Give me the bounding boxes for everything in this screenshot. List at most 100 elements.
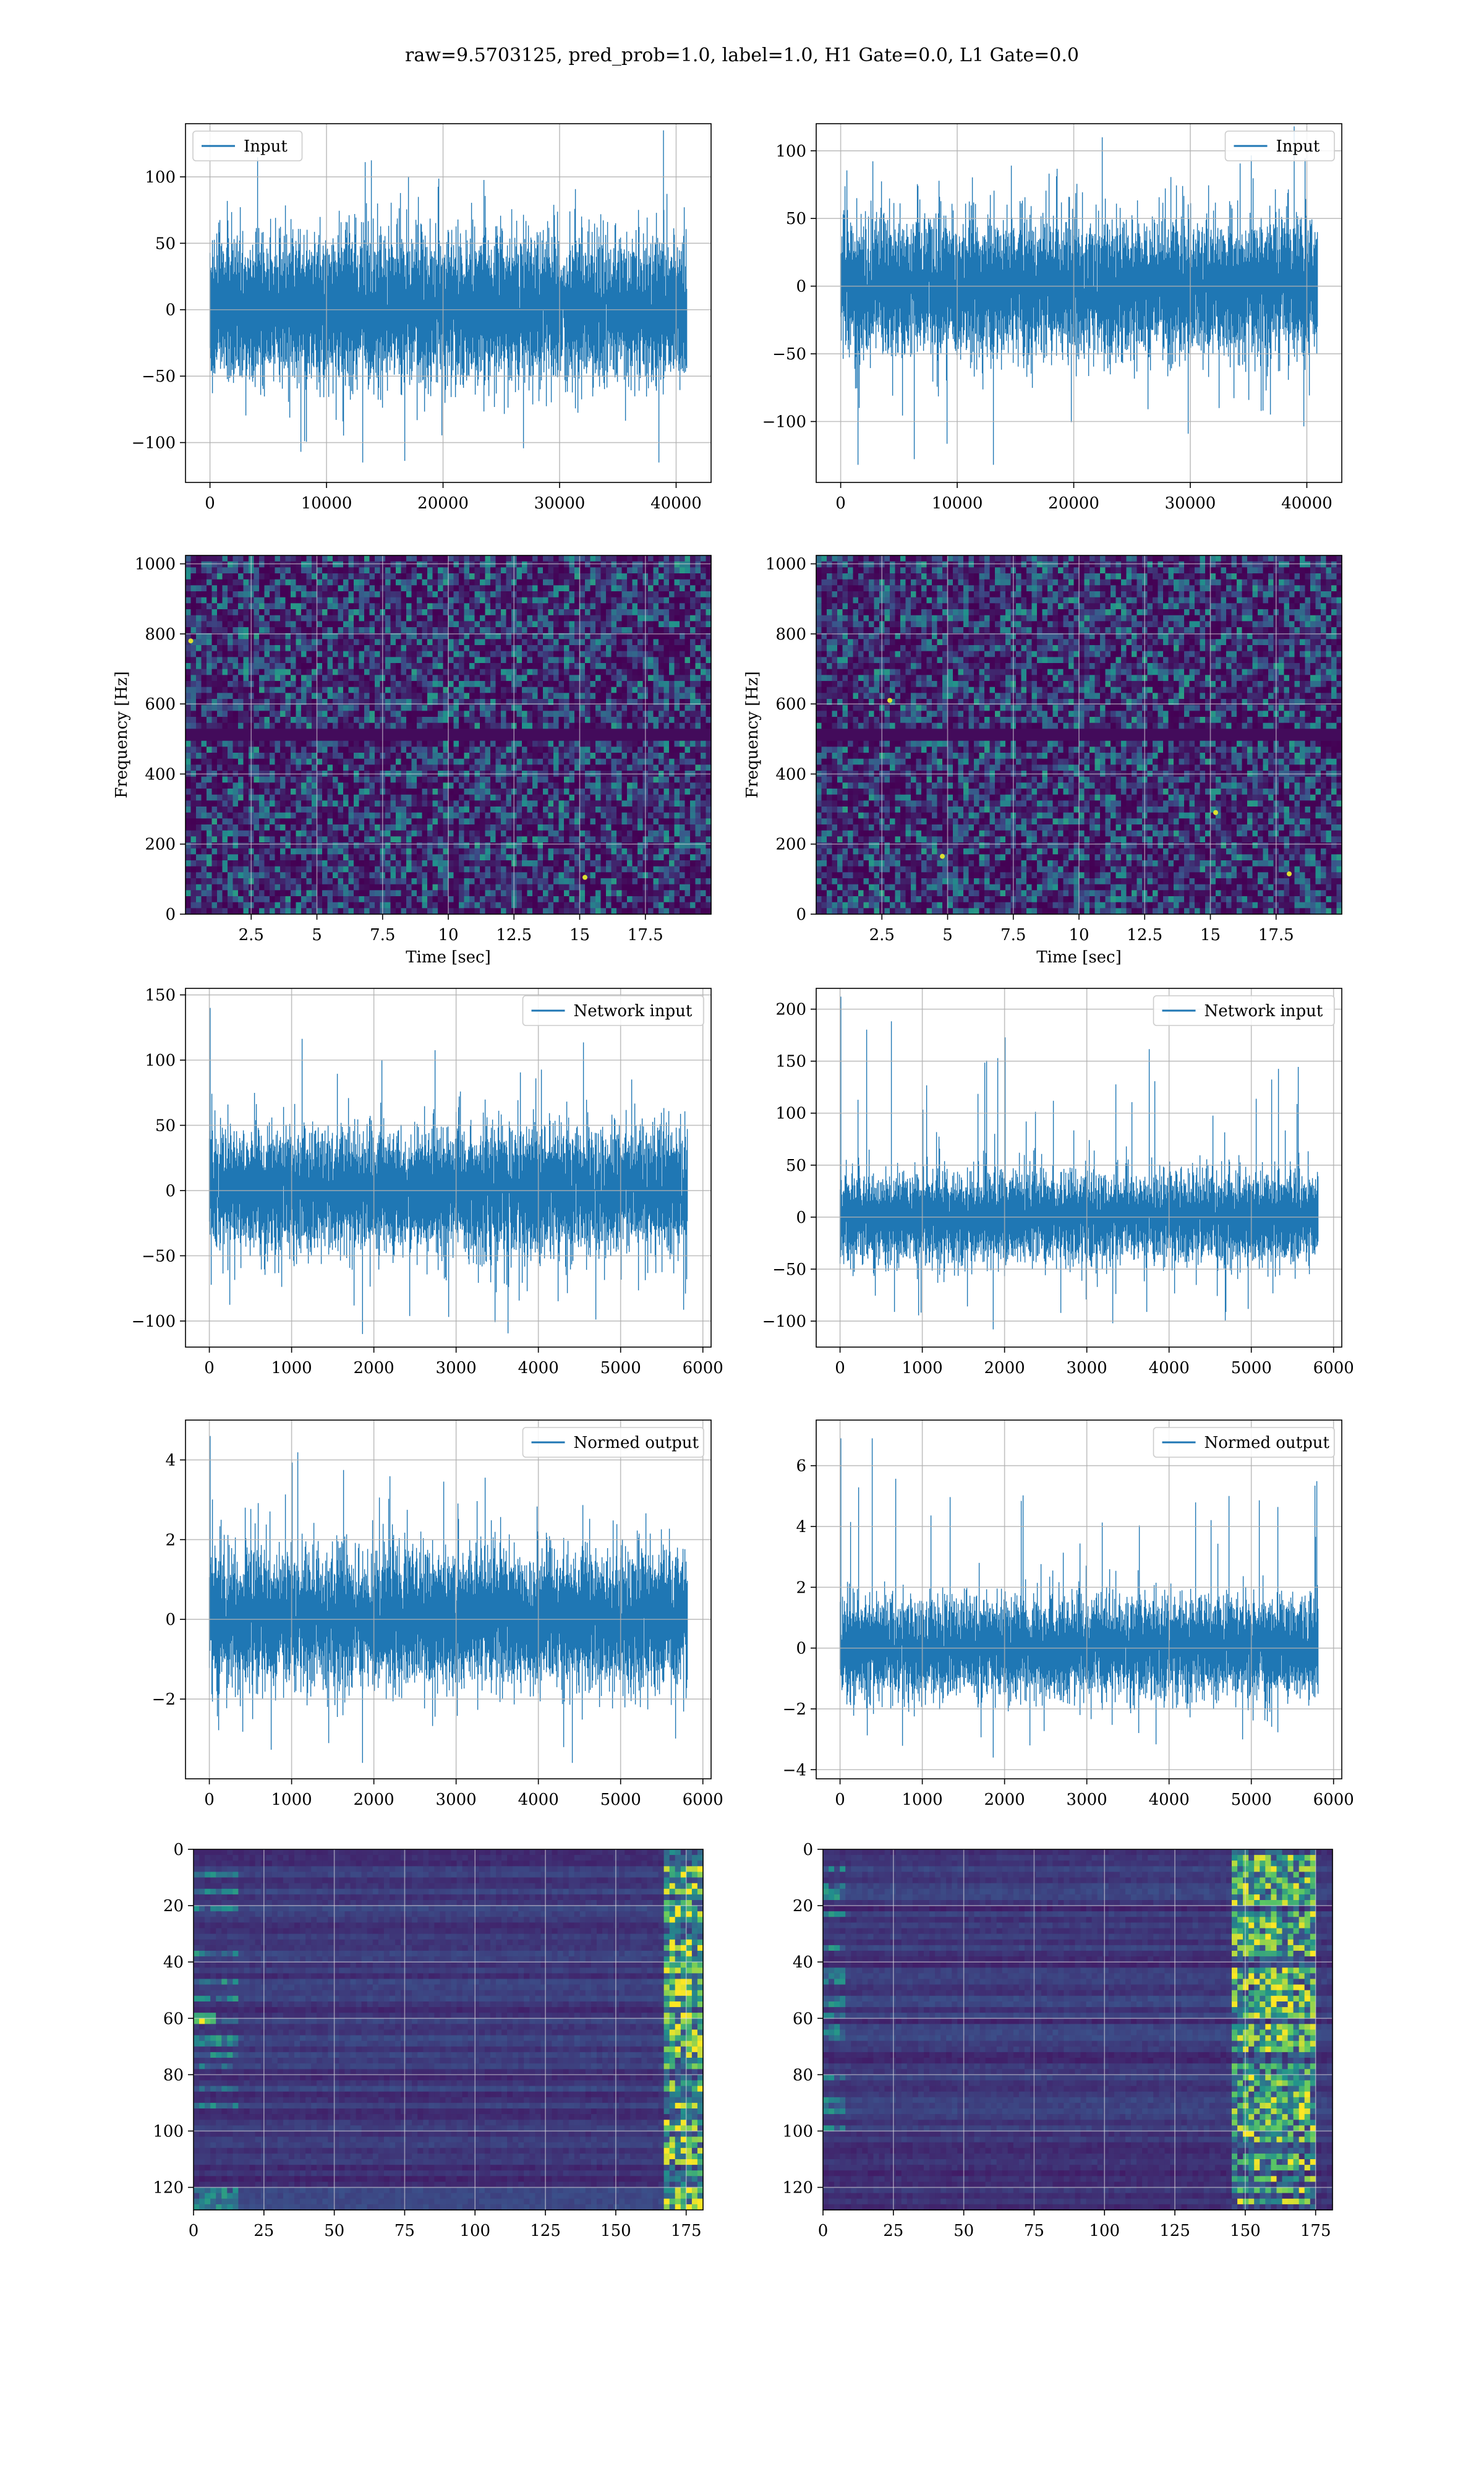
series-line <box>208 1008 688 1334</box>
x-tick-label: 0 <box>189 2222 199 2240</box>
y-tick-label: 2 <box>796 1578 806 1597</box>
x-tick-label: 2000 <box>984 1791 1025 1809</box>
series-line <box>209 130 688 463</box>
y-tick-label: 400 <box>145 765 176 784</box>
x-tick-label: 7.5 <box>1000 926 1026 944</box>
y-tick-label: 4 <box>796 1518 806 1536</box>
axes-frame <box>193 1849 704 2211</box>
x-tick-label: 25 <box>254 2222 274 2240</box>
y-tick-label: 1000 <box>765 555 806 574</box>
x-tick-label: 0 <box>818 2222 829 2240</box>
legend: Normed output <box>1153 1427 1335 1458</box>
y-tick-label: 200 <box>145 836 176 854</box>
y-tick-label: 50 <box>155 234 176 253</box>
y-tick-label: 0 <box>796 1209 806 1227</box>
x-tick-label: 3000 <box>436 1359 477 1377</box>
y-tick-label: −100 <box>762 1312 806 1331</box>
x-tick-label: 30000 <box>1165 494 1216 513</box>
x-tick-label: 125 <box>530 2222 561 2240</box>
x-tick-label: 40000 <box>1281 494 1333 513</box>
x-tick-label: 7.5 <box>370 926 395 944</box>
y-tick-label: 20 <box>793 1897 813 1915</box>
x-tick-label: 5 <box>942 926 953 944</box>
x-tick-label: 12.5 <box>1127 926 1162 944</box>
hot-spot <box>582 875 587 880</box>
legend: Network input <box>1153 995 1335 1026</box>
y-tick-label: 80 <box>163 2066 184 2084</box>
legend-box <box>192 131 303 161</box>
y-tick-label: 0 <box>796 278 806 296</box>
x-tick-label: 50 <box>953 2222 974 2240</box>
series-line <box>839 1438 1319 1758</box>
y-tick-label: 120 <box>153 2179 184 2198</box>
x-tick-label: 125 <box>1159 2222 1190 2240</box>
y-tick-label: 200 <box>775 1001 806 1019</box>
axes-frame <box>185 123 712 483</box>
features-h1-chart: 0 25 50 75 100 125 150 175 0 20 40 60 80 100 120 <box>153 1841 704 2240</box>
y-axis-label: Frequency [Hz] <box>113 671 131 798</box>
hot-spot <box>1287 871 1292 876</box>
axes-frame <box>816 1419 1342 1779</box>
y-tick-label: 40 <box>793 1953 813 1972</box>
x-tick-label: 10 <box>438 926 458 944</box>
x-tick-label: 4000 <box>518 1359 559 1377</box>
x-tick-label: 4000 <box>1149 1791 1190 1809</box>
x-tick-label: 0 <box>204 1359 215 1377</box>
legend-box <box>1153 995 1335 1026</box>
y-tick-label: −50 <box>772 1261 806 1279</box>
x-axis-label: Time [sec] <box>1036 948 1122 967</box>
x-tick-label: 75 <box>394 2222 415 2240</box>
y-tick-label: −100 <box>132 434 176 453</box>
y-tick-label: 4 <box>165 1451 176 1470</box>
y-tick-label: −50 <box>142 1247 176 1265</box>
hot-spot <box>940 854 945 859</box>
heatmap-image <box>823 1849 1333 2211</box>
axes-frame <box>185 988 712 1348</box>
x-tick-label: 0 <box>835 1791 845 1809</box>
y-tick-label: 0 <box>796 1640 806 1658</box>
x-tick-label: 40000 <box>650 494 702 513</box>
y-axis-label: Frequency [Hz] <box>743 671 762 798</box>
x-tick-label: 75 <box>1024 2222 1044 2240</box>
hot-spot <box>887 698 892 703</box>
x-tick-label: 6000 <box>1313 1359 1354 1377</box>
y-tick-label: 0 <box>803 1841 813 1859</box>
x-tick-label: 3000 <box>1067 1791 1107 1809</box>
x-tick-label: 1000 <box>902 1359 943 1377</box>
legend-label: Network input <box>1205 1002 1323 1021</box>
x-tick-label: 3000 <box>1067 1359 1107 1377</box>
x-axis-label: Time [sec] <box>406 948 491 967</box>
y-tick-label: 100 <box>775 1105 806 1123</box>
y-tick-label: −2 <box>783 1700 806 1719</box>
y-tick-label: 0 <box>796 905 806 924</box>
x-tick-label: 50 <box>324 2222 344 2240</box>
x-tick-label: 5000 <box>600 1791 641 1809</box>
legend-label: Normed output <box>574 1434 699 1452</box>
y-tick-label: 100 <box>782 2122 813 2141</box>
y-tick-label: 100 <box>153 2122 184 2141</box>
x-tick-label: 0 <box>205 494 215 513</box>
y-tick-label: 1000 <box>135 555 176 574</box>
legend-label: Input <box>244 137 288 156</box>
x-tick-label: 10000 <box>932 494 983 513</box>
y-tick-label: 40 <box>163 1953 184 1972</box>
y-tick-label: 150 <box>775 1053 806 1071</box>
legend-label: Network input <box>574 1002 693 1021</box>
y-tick-label: 100 <box>145 1051 176 1070</box>
axes-frame <box>816 123 1342 483</box>
x-tick-label: 1000 <box>271 1359 312 1377</box>
series-line <box>840 126 1318 465</box>
legend-box <box>522 995 704 1026</box>
axes-frame <box>822 1849 1333 2211</box>
x-tick-label: 5000 <box>600 1359 641 1377</box>
y-tick-label: 100 <box>775 142 806 161</box>
y-tick-label: −100 <box>762 413 806 432</box>
network-input-h1-chart: 0 1000 2000 3000 4000 5000 6000 −100 −50 0 50 100 15… <box>132 987 723 1377</box>
hot-spot <box>188 638 194 644</box>
network-input-l1-chart: 0 1000 2000 3000 4000 5000 6000 −100 −50 0 50 100 15… <box>762 988 1354 1377</box>
y-tick-label: 150 <box>145 987 176 1005</box>
x-tick-label: 25 <box>883 2222 903 2240</box>
x-tick-label: 5000 <box>1231 1791 1272 1809</box>
y-tick-label: 2 <box>165 1531 176 1549</box>
y-tick-label: 0 <box>165 905 176 924</box>
